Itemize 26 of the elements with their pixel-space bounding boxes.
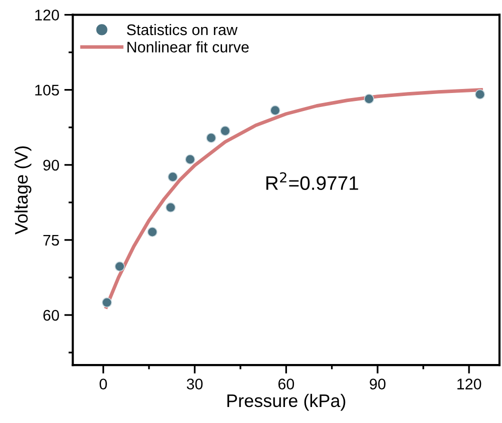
point — [364, 94, 374, 104]
point — [270, 105, 280, 116]
x-tick-label: 60 — [278, 378, 294, 390]
legend-label: Nonlinear fit curve — [128, 41, 249, 52]
x-tick-label: 90 — [370, 378, 386, 390]
y-tick-label: 105 — [35, 84, 59, 96]
point — [474, 89, 486, 100]
y-axis-title: Voltage (V) — [14, 146, 32, 235]
point — [206, 132, 216, 143]
legend-label: Statistics on raw — [126, 24, 238, 36]
x-tick-label: 0 — [100, 378, 107, 390]
x-tick-label: 30 — [186, 378, 203, 390]
y-tick-label: 60 — [43, 310, 59, 321]
x-tick-label: 120 — [457, 378, 482, 390]
y-tick-label: 90 — [43, 160, 59, 171]
point — [147, 226, 158, 238]
point — [166, 202, 176, 213]
y-tick-label: 120 — [35, 10, 59, 20]
y-tick-label: 75 — [43, 234, 59, 246]
point — [114, 261, 125, 272]
annotation: R$^{2}$=0.9771 — [266, 172, 358, 190]
point — [102, 297, 112, 308]
x-axis-title: Pressure (kPa) — [227, 394, 346, 411]
point — [168, 172, 178, 182]
point — [185, 154, 196, 164]
point — [220, 126, 230, 136]
